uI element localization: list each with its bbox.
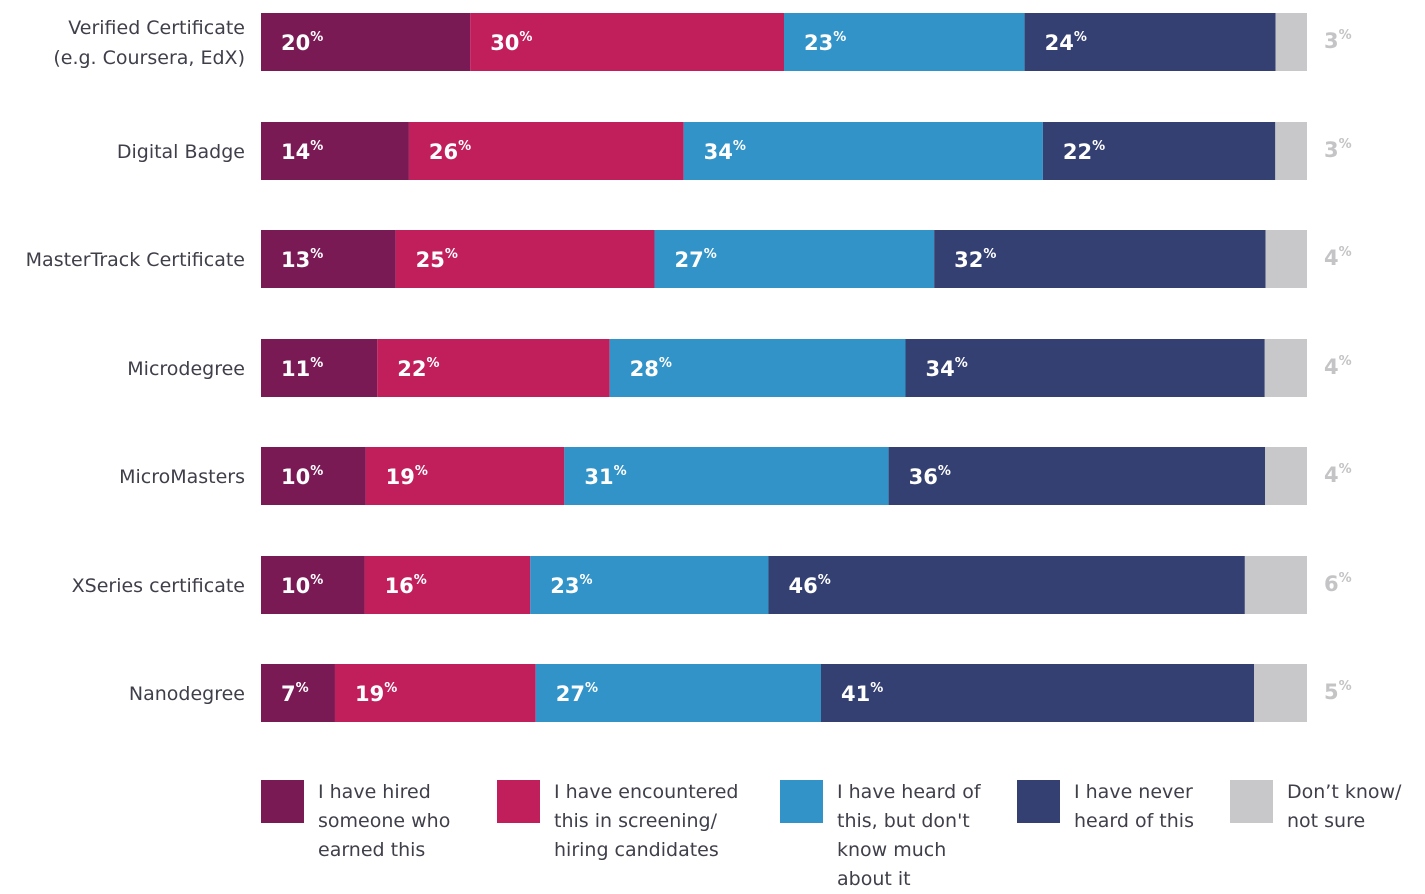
outside-value-labels: 3% 3% 4% 4% 4% 6% 5% [1324,28,1352,704]
bar-segment [564,447,889,505]
bar-segment [1254,664,1307,722]
bar-segment [1042,122,1276,180]
bar-segment [261,230,396,288]
bar-segment [888,447,1266,505]
bar-segment [261,447,366,505]
bar-segment [261,13,471,71]
bar-segment [609,339,906,397]
data-label: 22% [397,356,439,381]
bar-segment [365,447,565,505]
bar-segment [1265,447,1307,505]
category-label: Nanodegree [129,683,245,705]
category-label: XSeries certificate [72,575,245,597]
bar-segment [1265,230,1307,288]
bar-segment [470,13,784,71]
data-label-outside: 6% [1324,571,1352,596]
bar-segment [654,230,935,288]
bar-segment [395,230,655,288]
bar-segment [905,339,1265,397]
bar-segment [334,664,536,722]
data-label-outside: 4% [1324,245,1352,270]
data-label: 26% [429,139,471,164]
bar-segment [261,122,409,180]
bar-segment [768,556,1245,614]
bars: 20% 30% 23% 24%14% 26% 34% 22%13% 25% 27% 32%11% 2… [261,13,1307,722]
bar-segment [1275,122,1307,180]
bar-segment [820,664,1255,722]
category-label: Digital Badge [117,141,245,163]
data-label: 13% [281,247,323,272]
bar-segment [377,339,610,397]
bar-segment [784,13,1025,71]
bar-segment [408,122,684,180]
data-label-outside: 3% [1324,137,1352,162]
data-label: 34% [926,356,968,381]
category-label: Microdegree [127,358,245,380]
data-label-outside: 3% [1324,28,1352,53]
bar-segment [1275,13,1307,71]
data-label: 46% [788,573,830,598]
data-label: 19% [355,681,397,706]
bar-segment [1244,556,1307,614]
bar-segment [261,339,378,397]
category-label: MasterTrack Certificate [26,249,245,271]
bar-segment [530,556,769,614]
data-label-outside: 5% [1324,679,1352,704]
bar-segment [364,556,531,614]
bar-segment [934,230,1266,288]
bar-segment [261,664,335,722]
category-label: Verified Certificate (e.g. Coursera, EdX) [53,17,245,69]
category-labels: Verified Certificate (e.g. Coursera, EdX)… [26,17,245,705]
bar-segment [1264,339,1307,397]
bar-segment [683,122,1043,180]
bar-segment [1024,13,1276,71]
bar-segment [535,664,821,722]
data-label-outside: 4% [1324,354,1352,379]
category-label: MicroMasters [119,466,245,488]
bar-segment [261,556,365,614]
data-label-outside: 4% [1324,462,1352,487]
